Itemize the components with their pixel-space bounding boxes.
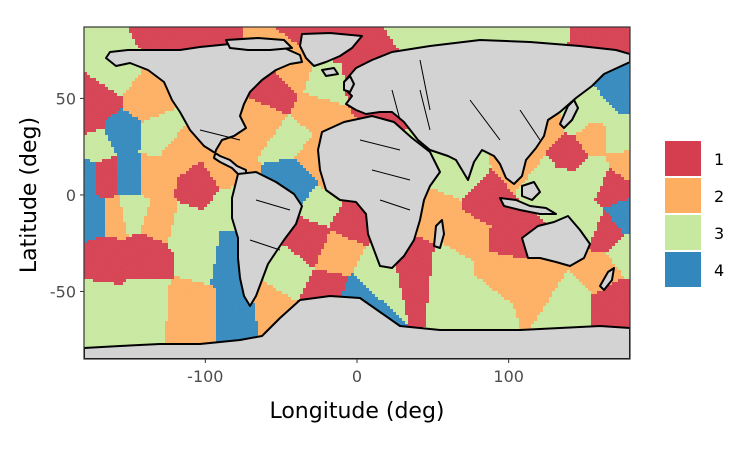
greenland <box>299 32 363 67</box>
y-tick-label: 50 <box>56 89 76 108</box>
antarctica <box>84 295 630 359</box>
indonesia <box>499 197 557 215</box>
south-america <box>231 171 303 307</box>
y-tick-label: 0 <box>66 186 76 205</box>
x-tick-label: 100 <box>493 367 524 386</box>
x-tick-label: 0 <box>352 367 362 386</box>
x-axis: -100 0 100 <box>187 359 524 386</box>
country-borders <box>199 59 541 251</box>
x-tick-label: -100 <box>187 367 223 386</box>
iceland <box>321 67 339 77</box>
legend-label-3: 3 <box>714 224 724 243</box>
land-masses <box>84 32 630 359</box>
canadian-archipelago <box>225 37 293 51</box>
legend-label-1: 1 <box>714 150 724 169</box>
british-isles <box>343 75 355 93</box>
madagascar <box>433 219 445 249</box>
y-axis-title: Latitude (deg) <box>17 117 42 273</box>
legend-label-4: 4 <box>714 261 724 280</box>
eurasia <box>343 39 630 185</box>
legend-label-2: 2 <box>714 187 724 206</box>
y-tick-label: -50 <box>50 282 76 301</box>
north-america <box>105 40 303 177</box>
legend-key-4 <box>665 252 701 287</box>
x-axis-title: Longitude (deg) <box>269 399 444 424</box>
legend-key-1 <box>665 141 701 176</box>
map-panel <box>83 26 631 360</box>
legend-key-2 <box>665 178 701 213</box>
new-zealand <box>599 267 615 291</box>
africa <box>317 115 441 269</box>
japan <box>559 99 579 129</box>
y-axis: 50 0 -50 <box>50 89 84 301</box>
legend: 1 2 3 4 <box>665 141 724 287</box>
australia <box>521 215 591 267</box>
borneo <box>521 181 541 201</box>
legend-key-3 <box>665 215 701 250</box>
